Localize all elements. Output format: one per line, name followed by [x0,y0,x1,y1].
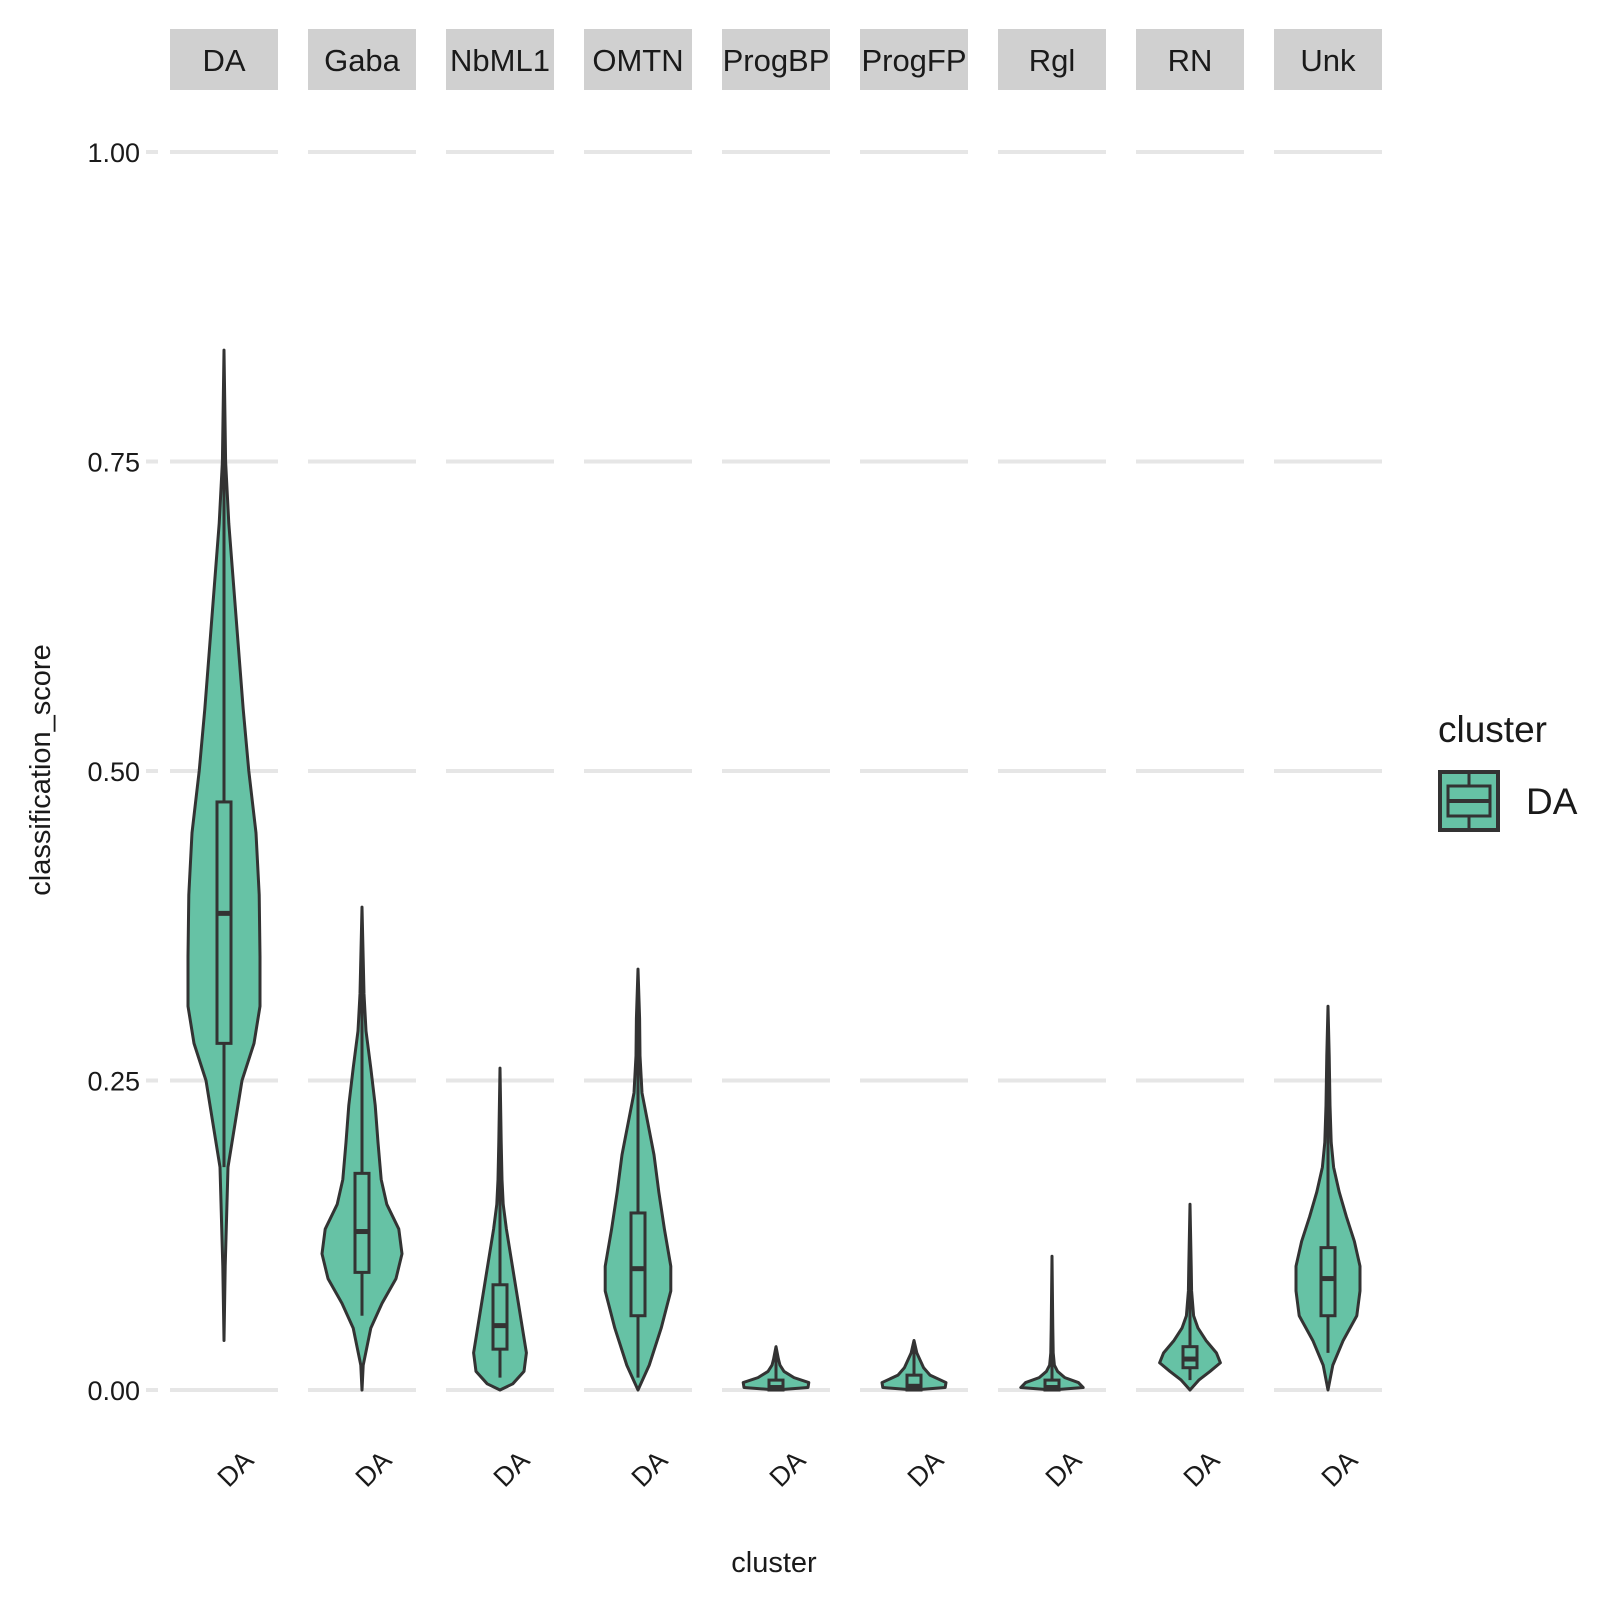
legend-key [1438,770,1500,832]
x-tick-label: DA [488,1445,536,1493]
facet-strip-label: Gaba [324,43,401,78]
x-tick-label: DA [1040,1445,1088,1493]
facet-strip-label: Unk [1300,43,1356,78]
facet-strip [584,29,692,90]
facet-panel-nbml1: NbML1 DA [446,29,554,1493]
facet-panels: DADAGabaDANbML1DAOMTNDAProgBPDAProgFPDAR… [170,29,1382,1493]
box [215,800,233,1045]
facet-strip-label: ProgBP [723,43,830,78]
x-tick-label: DA [626,1445,674,1493]
x-tick-label: DA [1178,1445,1226,1493]
facet-panel-rgl: Rgl DA [998,29,1106,1493]
box [1319,1246,1337,1318]
facet-strip [860,29,968,90]
facet-strip [1274,29,1382,90]
facet-strip [446,29,554,90]
facet-strip-label: Rgl [1029,43,1076,78]
x-tick-label: DA [764,1445,812,1493]
y-tick-label: 0.00 [87,1376,140,1406]
x-axis-title: cluster [731,1547,817,1579]
facet-strip-label: OMTN [592,43,683,78]
facet-strip [308,29,416,90]
box [629,1211,647,1318]
facet-panel-gaba: Gaba DA [308,29,416,1493]
facet-strip-label: DA [202,43,245,78]
facet-strip [1136,29,1244,90]
facet-panel-omtn: OMTN DA [584,29,692,1493]
facet-panel-unk: Unk DA [1274,29,1382,1493]
facet-panel-rn: RN DA [1136,29,1244,1493]
facet-strip [170,29,278,90]
legend-items: DA [1438,770,1578,832]
legend-title: cluster [1438,709,1547,750]
y-tick-label: 0.50 [87,757,140,787]
facet-strip [722,29,830,90]
facet-strip-label: RN [1168,43,1213,78]
facet-panel-progfp: ProgFP DA [860,29,968,1493]
facet-strip-label: ProgFP [861,43,966,78]
y-axis-title: classification_score [25,644,57,895]
y-axis: 0.00 0.25 0.50 0.75 1.00 [87,138,158,1406]
x-tick-label: DA [350,1445,398,1493]
facet-panel-da: DA DA [170,29,278,1493]
x-tick-label: DA [1316,1445,1364,1493]
legend-label: DA [1526,781,1578,822]
x-tick-label: DA [212,1445,260,1493]
y-tick-label: 1.00 [87,138,140,168]
legend: cluster DA [1438,709,1578,832]
facet-strip-label: NbML1 [450,43,550,78]
box [491,1283,509,1351]
facet-panel-progbp: ProgBP DA [722,29,830,1493]
box [353,1171,371,1274]
y-tick-label: 0.25 [87,1067,140,1097]
x-tick-label: DA [902,1445,950,1493]
y-tick-label: 0.75 [87,448,140,478]
facet-strip [998,29,1106,90]
